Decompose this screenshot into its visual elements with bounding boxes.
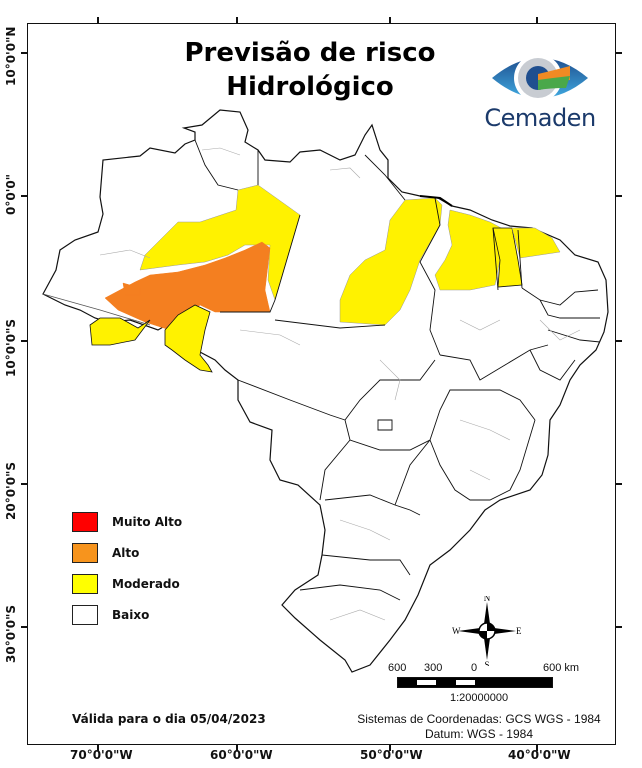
north-arrow-compass-icon: N S W E xyxy=(452,596,522,666)
tick-left-30s xyxy=(21,626,27,628)
lat-label-10s: 10°0'0"S xyxy=(4,319,18,377)
compass-s: S xyxy=(484,660,489,666)
tick-top-40w xyxy=(536,17,538,23)
tick-left-10n xyxy=(21,52,27,54)
acre-boundary xyxy=(42,293,151,326)
lat-label-0: 0°0'0" xyxy=(4,174,18,215)
compass-w: W xyxy=(452,626,461,636)
brazil-risk-map xyxy=(42,109,609,673)
lon-label-40w: 40°0'0"W xyxy=(508,748,571,762)
tick-top-50w xyxy=(389,17,391,23)
scale-ratio: 1:20000000 xyxy=(450,692,509,704)
valid-date-text: Válida para o dia 05/04/2023 xyxy=(72,712,266,726)
scale-seg-1 xyxy=(417,680,436,685)
lat-label-10n: 10°0'0"N xyxy=(4,26,18,86)
title-line-1: Previsão de risco xyxy=(184,38,436,68)
legend-item-muito-alto: Muito Alto xyxy=(72,506,182,537)
region-moderado-maranhao xyxy=(434,209,506,291)
cemaden-eye-logo-icon xyxy=(492,54,588,102)
lat-label-20s: 20°0'0"S xyxy=(4,462,18,520)
lon-label-70w: 70°0'0"W xyxy=(70,748,133,762)
coast-bold xyxy=(419,195,453,207)
tick-bottom-40w xyxy=(536,745,538,751)
legend-item-alto: Alto xyxy=(72,537,182,568)
tick-right-20s xyxy=(616,483,622,485)
scale-label-600-left: 600 xyxy=(388,662,407,674)
tick-left-0 xyxy=(21,195,27,197)
swatch-muito-alto xyxy=(72,511,98,532)
coordinate-system-text: Sistemas de Coordenadas: GCS WGS - 1984 … xyxy=(344,712,614,742)
mesoregion-borders xyxy=(99,147,581,621)
scale-label-300: 300 xyxy=(424,662,443,674)
legend-item-moderado: Moderado xyxy=(72,568,182,599)
legend-label: Muito Alto xyxy=(112,514,183,529)
tick-right-30s xyxy=(616,626,622,628)
region-moderado-amazonas xyxy=(139,184,301,301)
scale-label-600-km: 600 km xyxy=(543,662,580,674)
region-moderado-rondonia xyxy=(164,304,213,373)
logo-text: Cemaden xyxy=(484,104,596,132)
scale-bar xyxy=(397,677,553,688)
swatch-baixo xyxy=(72,604,98,625)
legend: Muito Alto Alto Moderado Baixo xyxy=(72,506,182,630)
tick-bottom-50w xyxy=(389,745,391,751)
tick-top-60w xyxy=(236,17,238,23)
coord-system: Sistemas de Coordenadas: GCS WGS - 1984 xyxy=(357,712,601,726)
tick-left-10s xyxy=(21,340,27,342)
tick-right-0 xyxy=(616,195,622,197)
legend-item-baixo: Baixo xyxy=(72,599,182,630)
region-moderado-acre xyxy=(89,317,151,346)
compass-n: N xyxy=(484,596,491,603)
title-line-2: Hidrológico xyxy=(226,72,394,102)
tick-bottom-60w xyxy=(236,745,238,751)
tick-top-70w xyxy=(97,17,99,23)
swatch-alto xyxy=(72,542,98,563)
legend-label: Alto xyxy=(112,545,140,560)
compass-e: E xyxy=(516,626,522,636)
lon-label-60w: 60°0'0"W xyxy=(210,748,273,762)
lon-label-50w: 50°0'0"W xyxy=(360,748,423,762)
lat-label-30s: 30°0'0"S xyxy=(4,605,18,663)
tick-right-10n xyxy=(616,52,622,54)
state-borders xyxy=(194,139,601,601)
tick-bottom-70w xyxy=(97,745,99,751)
legend-label: Baixo xyxy=(112,607,150,622)
scale-seg-2 xyxy=(456,680,475,685)
region-alto-amazonas xyxy=(104,241,271,331)
scale-label-0: 0 xyxy=(471,662,478,674)
map-title: Previsão de risco Hidrológico xyxy=(160,36,460,104)
swatch-moderado xyxy=(72,573,98,594)
legend-label: Moderado xyxy=(112,576,180,591)
tick-right-10s xyxy=(616,340,622,342)
tick-left-20s xyxy=(21,483,27,485)
datum: Datum: WGS - 1984 xyxy=(424,727,534,741)
